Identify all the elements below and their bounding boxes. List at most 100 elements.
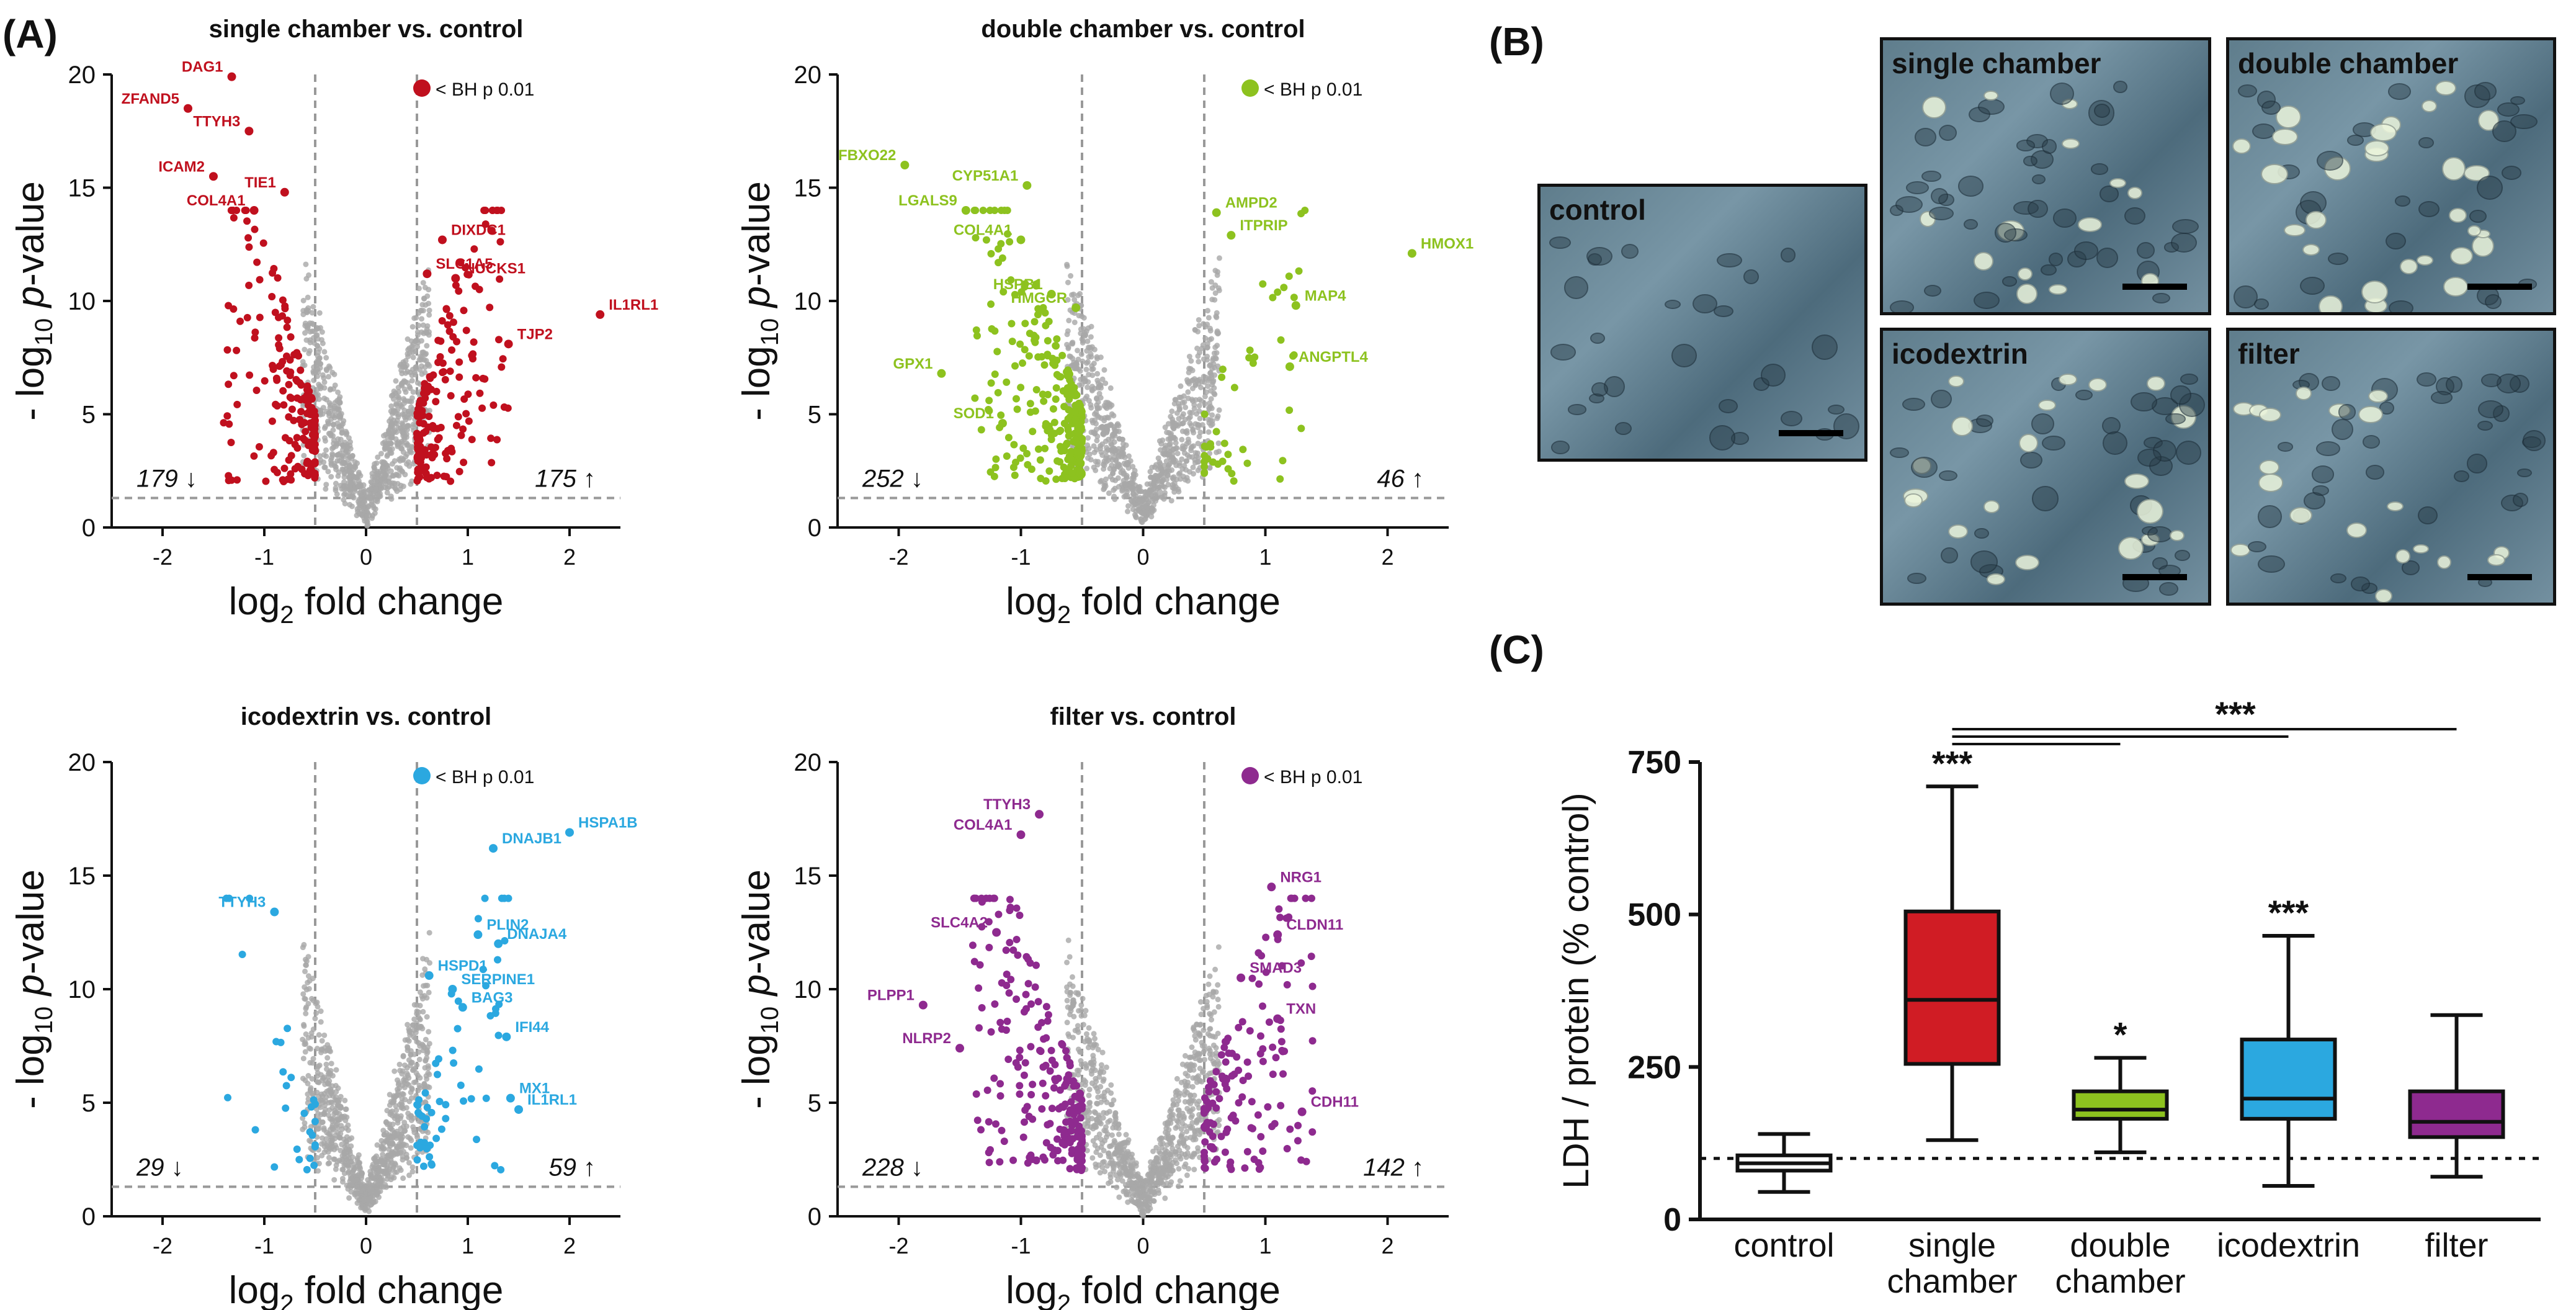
point-nonsignificant	[321, 1090, 328, 1097]
point-nonsignificant	[399, 446, 405, 452]
point-significant	[467, 1095, 475, 1103]
point-nonsignificant	[321, 1032, 328, 1038]
point-nonsignificant	[1133, 514, 1139, 521]
point-significant	[1217, 1133, 1225, 1141]
point-nonsignificant	[409, 324, 416, 330]
point-significant	[978, 1003, 986, 1012]
point-significant	[1068, 1121, 1076, 1129]
point-significant	[244, 234, 253, 242]
point-nonsignificant	[369, 470, 375, 477]
gene-label: TTYH3	[193, 113, 240, 130]
point-significant	[225, 380, 233, 388]
point-nonsignificant	[1070, 339, 1076, 346]
point-nonsignificant	[1156, 1149, 1162, 1155]
point-significant	[1224, 1034, 1232, 1043]
point-significant	[1078, 1132, 1086, 1140]
point-nonsignificant	[1201, 1027, 1207, 1033]
point-nonsignificant	[1205, 383, 1211, 389]
point-significant	[280, 401, 288, 409]
point-significant	[300, 1109, 308, 1117]
point-nonsignificant	[1078, 1049, 1084, 1055]
labeled-point	[451, 274, 460, 283]
point-significant	[1011, 471, 1019, 479]
labeled-point	[596, 310, 605, 319]
down-count: 29 ↓	[136, 1154, 184, 1181]
point-significant	[1032, 282, 1040, 290]
point-nonsignificant	[1137, 488, 1143, 495]
point-nonsignificant	[346, 487, 352, 493]
point-significant	[1077, 423, 1085, 431]
point-nonsignificant	[1111, 1097, 1117, 1103]
y-tick-label: 0	[1663, 1202, 1681, 1238]
point-nonsignificant	[300, 1036, 306, 1043]
point-nonsignificant	[1145, 500, 1152, 506]
point-nonsignificant	[321, 379, 328, 385]
point-significant	[1243, 459, 1251, 467]
point-nonsignificant	[1216, 407, 1222, 413]
point-nonsignificant	[1111, 487, 1117, 493]
point-significant	[977, 1126, 985, 1134]
point-nonsignificant	[414, 344, 421, 350]
point-nonsignificant	[1158, 1175, 1164, 1182]
point-nonsignificant	[382, 439, 388, 445]
point-significant	[1215, 1095, 1223, 1103]
point-significant	[306, 1154, 314, 1162]
point-nonsignificant	[1205, 308, 1211, 314]
point-nonsignificant	[1122, 1165, 1129, 1172]
point-nonsignificant	[1079, 313, 1085, 320]
point-nonsignificant	[1086, 1103, 1093, 1110]
point-significant	[1235, 1066, 1243, 1074]
point-nonsignificant	[1207, 370, 1213, 376]
point-significant	[1075, 1102, 1083, 1110]
point-significant	[1006, 895, 1014, 904]
point-significant	[1016, 1053, 1024, 1061]
point-significant	[985, 918, 993, 926]
point-nonsignificant	[400, 456, 406, 462]
point-nonsignificant	[424, 343, 430, 349]
point-nonsignificant	[405, 369, 411, 375]
point-nonsignificant	[370, 1197, 377, 1203]
gene-label: MAP4	[1305, 287, 1346, 304]
point-nonsignificant	[323, 355, 329, 361]
point-nonsignificant	[1183, 1082, 1189, 1088]
point-nonsignificant	[1110, 445, 1116, 451]
point-significant	[462, 410, 470, 418]
point-significant	[1282, 914, 1290, 922]
point-significant	[1202, 443, 1210, 451]
point-nonsignificant	[422, 1065, 428, 1071]
point-significant	[253, 258, 261, 266]
point-nonsignificant	[1116, 436, 1122, 442]
point-significant	[414, 475, 422, 483]
category-label: filter	[2425, 1227, 2488, 1264]
point-nonsignificant	[1128, 1179, 1134, 1185]
point-nonsignificant	[1094, 354, 1100, 360]
point-significant	[1042, 1139, 1050, 1147]
point-significant	[230, 213, 238, 222]
point-significant	[311, 458, 319, 466]
point-nonsignificant	[321, 1149, 328, 1155]
point-significant	[457, 259, 465, 267]
point-significant	[1022, 953, 1031, 961]
y-tick-label: 15	[794, 863, 822, 890]
x-tick-label: -2	[153, 544, 172, 570]
point-nonsignificant	[1182, 1052, 1188, 1059]
point-significant	[1241, 1164, 1249, 1172]
point-nonsignificant	[324, 1066, 330, 1072]
point-nonsignificant	[349, 469, 355, 475]
point-nonsignificant	[323, 486, 329, 492]
point-nonsignificant	[345, 1127, 351, 1133]
point-nonsignificant	[416, 1082, 423, 1088]
significance-marker: ***	[1932, 743, 1973, 783]
point-significant	[1297, 959, 1305, 967]
point-nonsignificant	[1169, 416, 1176, 423]
point-nonsignificant	[303, 1041, 309, 1047]
point-significant	[1283, 980, 1291, 989]
point-nonsignificant	[356, 483, 362, 490]
panel-label-c: (C)	[1489, 627, 1544, 672]
point-nonsignificant	[399, 1095, 405, 1101]
point-significant	[287, 333, 295, 341]
point-significant	[1290, 294, 1298, 302]
point-significant	[1057, 426, 1065, 434]
